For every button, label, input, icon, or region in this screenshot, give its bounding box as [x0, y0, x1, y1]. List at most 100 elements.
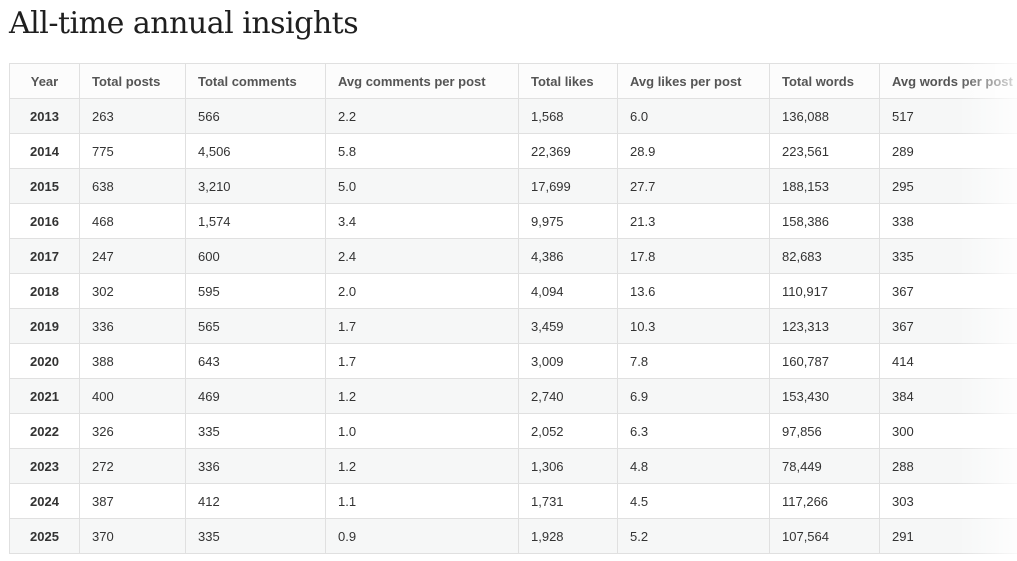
table-cell: 638 [79, 168, 186, 204]
table-cell: 1,306 [518, 448, 618, 484]
table-cell: 13.6 [617, 273, 770, 309]
table-cell: 4,094 [518, 273, 618, 309]
column-header: Total posts [79, 63, 186, 99]
table-cell: 326 [79, 413, 186, 449]
table-cell: 21.3 [617, 203, 770, 239]
table-row: 2014 775 4,506 5.8 22,369 28.9 223,561 289 [9, 133, 1017, 169]
table-body: 2013 263 566 2.2 1,568 6.0 136,088 517 2014 775 4,… [9, 98, 1017, 554]
table-cell: 1,568 [518, 98, 618, 134]
table-cell: 6.3 [617, 413, 770, 449]
year-cell: 2025 [9, 518, 80, 554]
table-row: 2015 638 3,210 5.0 17,699 27.7 188,153 295 [9, 168, 1017, 204]
table-cell: 414 [879, 343, 1017, 379]
column-header: Year [9, 63, 80, 99]
table-cell: 367 [879, 308, 1017, 344]
table-cell: 1.7 [325, 308, 519, 344]
table-cell: 7.8 [617, 343, 770, 379]
page-title: All-time annual insights [9, 6, 359, 41]
table-cell: 27.7 [617, 168, 770, 204]
year-cell: 2023 [9, 448, 80, 484]
table-cell: 223,561 [769, 133, 880, 169]
table-cell: 78,449 [769, 448, 880, 484]
table-cell: 288 [879, 448, 1017, 484]
table-row: 2018 302 595 2.0 4,094 13.6 110,917 367 [9, 273, 1017, 309]
table-cell: 247 [79, 238, 186, 274]
table-row: 2019 336 565 1.7 3,459 10.3 123,313 367 [9, 308, 1017, 344]
table-cell: 1,928 [518, 518, 618, 554]
table-cell: 295 [879, 168, 1017, 204]
table-cell: 123,313 [769, 308, 880, 344]
year-cell: 2015 [9, 168, 80, 204]
table-cell: 469 [185, 378, 326, 414]
table-cell: 566 [185, 98, 326, 134]
year-cell: 2021 [9, 378, 80, 414]
year-cell: 2019 [9, 308, 80, 344]
table-cell: 1.1 [325, 483, 519, 519]
table-cell: 387 [79, 483, 186, 519]
table-cell: 4,506 [185, 133, 326, 169]
column-header: Total comments [185, 63, 326, 99]
table-cell: 1.2 [325, 378, 519, 414]
table-cell: 367 [879, 273, 1017, 309]
column-header: Avg comments per post [325, 63, 519, 99]
table-cell: 1,731 [518, 483, 618, 519]
insights-table: Year Total posts Total comments Avg comment… [9, 63, 1017, 554]
table-cell: 384 [879, 378, 1017, 414]
table-cell: 3,459 [518, 308, 618, 344]
table-cell: 17.8 [617, 238, 770, 274]
table-cell: 468 [79, 203, 186, 239]
table-cell: 153,430 [769, 378, 880, 414]
table-cell: 335 [879, 238, 1017, 274]
table-cell: 10.3 [617, 308, 770, 344]
table-cell: 1,574 [185, 203, 326, 239]
table-cell: 412 [185, 483, 326, 519]
year-cell: 2014 [9, 133, 80, 169]
table-cell: 517 [879, 98, 1017, 134]
table-cell: 110,917 [769, 273, 880, 309]
table-cell: 291 [879, 518, 1017, 554]
column-header: Avg words per post [879, 63, 1017, 99]
table-row: 2023 272 336 1.2 1,306 4.8 78,449 288 [9, 448, 1017, 484]
table-cell: 2,052 [518, 413, 618, 449]
header-row: Year Total posts Total comments Avg comment… [9, 63, 1017, 99]
table-cell: 3,009 [518, 343, 618, 379]
table-cell: 565 [185, 308, 326, 344]
table-cell: 22,369 [518, 133, 618, 169]
table-row: 2024 387 412 1.1 1,731 4.5 117,266 303 [9, 483, 1017, 519]
table-cell: 775 [79, 133, 186, 169]
table-cell: 3,210 [185, 168, 326, 204]
table-row: 2021 400 469 1.2 2,740 6.9 153,430 384 [9, 378, 1017, 414]
table-cell: 6.0 [617, 98, 770, 134]
table-cell: 160,787 [769, 343, 880, 379]
table-cell: 1.7 [325, 343, 519, 379]
table-row: 2022 326 335 1.0 2,052 6.3 97,856 300 [9, 413, 1017, 449]
table-cell: 5.0 [325, 168, 519, 204]
table-cell: 263 [79, 98, 186, 134]
table-cell: 9,975 [518, 203, 618, 239]
table-cell: 335 [185, 518, 326, 554]
table-row: 2013 263 566 2.2 1,568 6.0 136,088 517 [9, 98, 1017, 134]
table-cell: 1.2 [325, 448, 519, 484]
table-cell: 289 [879, 133, 1017, 169]
table-cell: 303 [879, 483, 1017, 519]
table-cell: 400 [79, 378, 186, 414]
table-cell: 338 [879, 203, 1017, 239]
column-header: Total likes [518, 63, 618, 99]
table-cell: 5.2 [617, 518, 770, 554]
table-cell: 388 [79, 343, 186, 379]
table-row: 2020 388 643 1.7 3,009 7.8 160,787 414 [9, 343, 1017, 379]
column-header: Total words [769, 63, 880, 99]
table-cell: 97,856 [769, 413, 880, 449]
year-cell: 2013 [9, 98, 80, 134]
table-cell: 82,683 [769, 238, 880, 274]
table-row: 2016 468 1,574 3.4 9,975 21.3 158,386 338 [9, 203, 1017, 239]
table-cell: 4,386 [518, 238, 618, 274]
table-cell: 117,266 [769, 483, 880, 519]
table-cell: 300 [879, 413, 1017, 449]
year-cell: 2024 [9, 483, 80, 519]
table-cell: 2.0 [325, 273, 519, 309]
table-cell: 595 [185, 273, 326, 309]
table-cell: 107,564 [769, 518, 880, 554]
table-cell: 643 [185, 343, 326, 379]
